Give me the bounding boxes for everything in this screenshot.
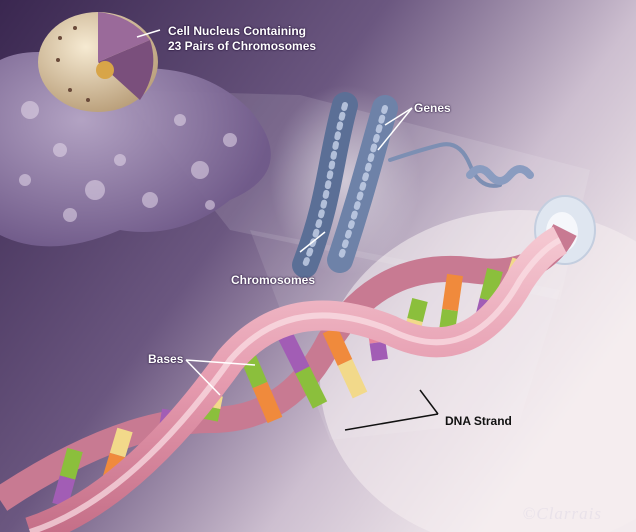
cell-nucleus <box>38 12 158 112</box>
label-cell-nucleus-line2: 23 Pairs of Chromosomes <box>168 39 317 53</box>
label-chromosomes: Chromosomes <box>231 273 316 287</box>
base-half <box>109 427 133 458</box>
base-half <box>295 366 328 409</box>
base-half <box>479 268 503 302</box>
base-half <box>337 359 368 399</box>
base-half <box>277 331 310 374</box>
label-cell-nucleus-line1: Cell Nucleus Containing <box>168 24 307 38</box>
base-half <box>52 475 76 508</box>
label-genes: Genes <box>414 101 451 115</box>
base-half <box>322 326 353 366</box>
base-half <box>442 273 463 312</box>
base-half <box>369 341 388 362</box>
cell <box>0 12 271 247</box>
base-half <box>59 447 83 480</box>
artist-signature: ©Clarrais <box>522 504 602 523</box>
base-half <box>407 298 428 322</box>
chromosome <box>292 92 534 278</box>
base-half <box>202 405 221 422</box>
base-half <box>252 381 283 424</box>
leader-lines <box>136 29 413 396</box>
label-bases: Bases <box>148 352 184 366</box>
label-dna-strand: DNA Strand <box>445 414 512 428</box>
dna-helix <box>0 223 577 532</box>
